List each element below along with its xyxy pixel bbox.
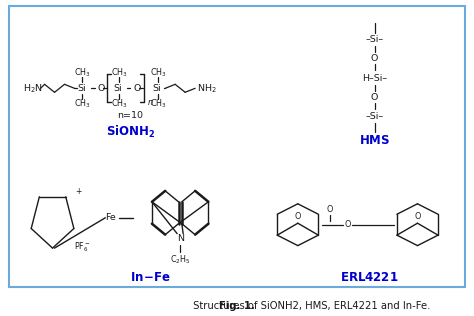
Text: $\mathsf{CH_3}$: $\mathsf{CH_3}$ <box>111 66 128 79</box>
Text: Si: Si <box>77 84 86 93</box>
Text: $\mathsf{CH_3}$: $\mathsf{CH_3}$ <box>150 98 167 111</box>
Text: $\mathsf{CH_3}$: $\mathsf{CH_3}$ <box>111 98 128 111</box>
Text: O: O <box>295 212 301 221</box>
Text: $\mathsf{CH_3}$: $\mathsf{CH_3}$ <box>74 66 91 79</box>
Text: O: O <box>371 93 378 102</box>
Text: $\mathsf{C_2H_5}$: $\mathsf{C_2H_5}$ <box>170 253 191 266</box>
Text: Si: Si <box>113 84 122 93</box>
Text: O: O <box>371 54 378 63</box>
Text: –Si–: –Si– <box>365 112 383 121</box>
Text: O: O <box>133 84 141 93</box>
Text: $\mathsf{PF_6^-}$: $\mathsf{PF_6^-}$ <box>74 241 91 254</box>
Text: $\mathbf{ERL4221}$: $\mathbf{ERL4221}$ <box>340 271 399 284</box>
Text: N: N <box>177 234 183 243</box>
Text: +: + <box>75 187 82 196</box>
Text: O: O <box>326 205 333 214</box>
Text: –Si–: –Si– <box>365 35 383 44</box>
Text: $\mathbf{In\!-\!Fe}$: $\mathbf{In\!-\!Fe}$ <box>130 271 171 284</box>
Text: Structures of SiONH2, HMS, ERL4221 and In-Fe.: Structures of SiONH2, HMS, ERL4221 and I… <box>190 301 430 311</box>
Text: Si: Si <box>152 84 161 93</box>
Text: $\mathsf{H_2N}$: $\mathsf{H_2N}$ <box>23 82 43 94</box>
Text: Fig. 1.: Fig. 1. <box>219 301 255 311</box>
Text: n=10: n=10 <box>117 111 143 120</box>
Text: $\mathsf{CH_3}$: $\mathsf{CH_3}$ <box>74 98 91 111</box>
Text: $\mathbf{HMS}$: $\mathbf{HMS}$ <box>359 134 390 147</box>
Text: $\mathsf{NH_2}$: $\mathsf{NH_2}$ <box>197 82 217 94</box>
Text: n: n <box>147 98 152 107</box>
Text: O: O <box>98 84 105 93</box>
Text: $\mathbf{SiONH_2}$: $\mathbf{SiONH_2}$ <box>106 124 155 140</box>
Text: Fe: Fe <box>105 213 116 222</box>
Text: H–Si–: H–Si– <box>362 74 387 83</box>
Text: $\mathsf{CH_3}$: $\mathsf{CH_3}$ <box>150 66 167 79</box>
Text: O: O <box>344 220 351 229</box>
Text: O: O <box>414 212 420 221</box>
